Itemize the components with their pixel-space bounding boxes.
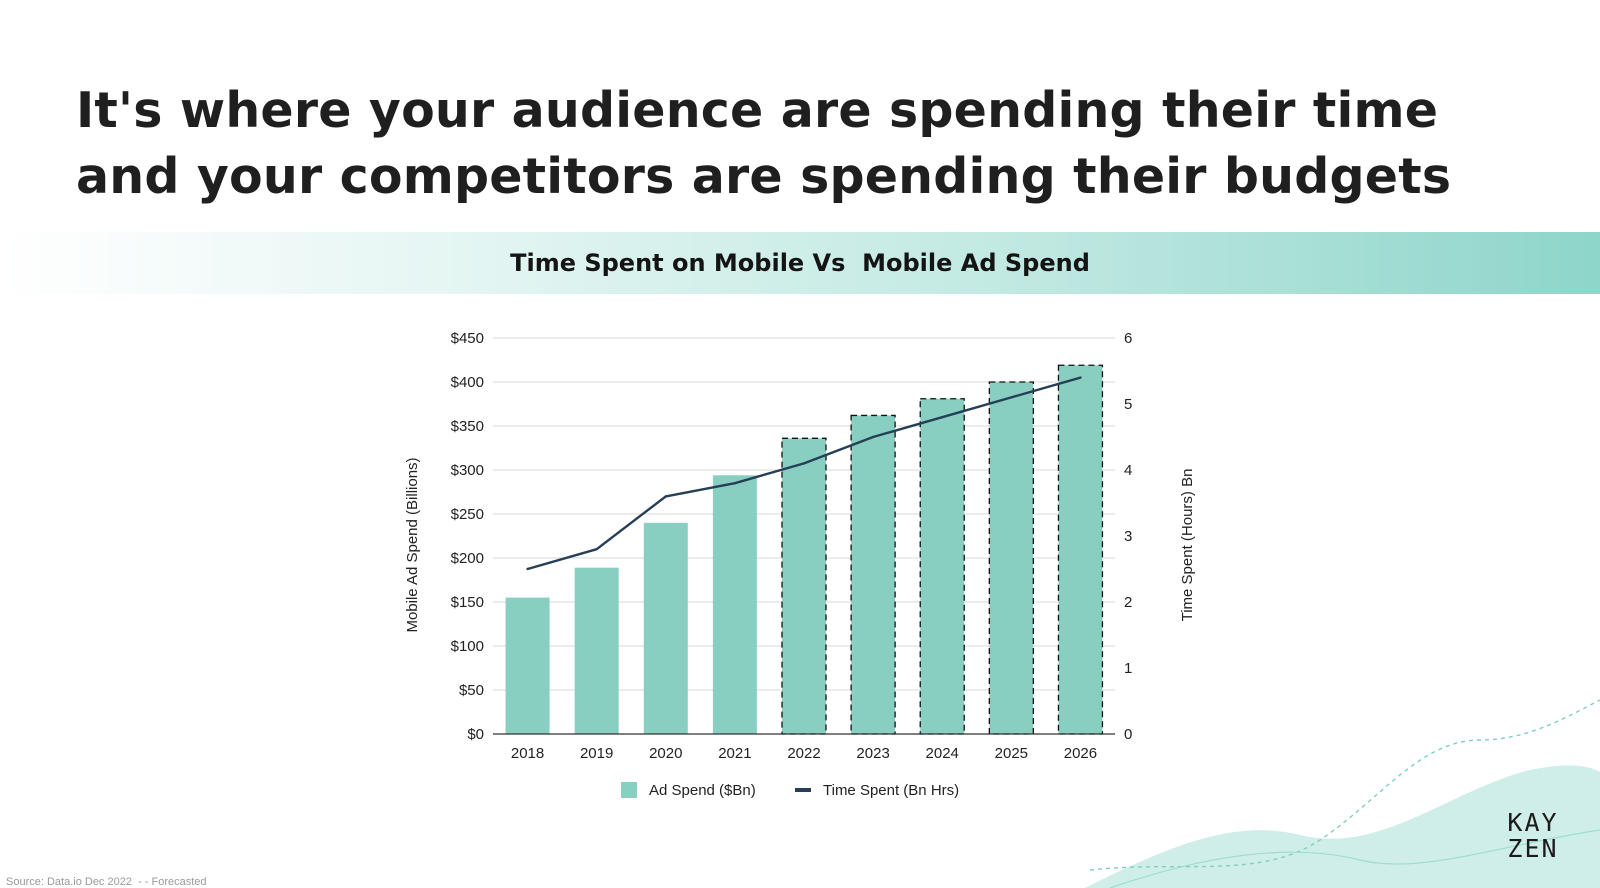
time-spent-point: [802, 462, 806, 465]
y2-tick-label: 6: [1124, 330, 1132, 347]
bar: [712, 475, 757, 734]
chart-title: Time Spent on Mobile Vs Mobile Ad Spend: [510, 249, 1090, 277]
time-spent-point: [664, 495, 667, 498]
time-spent-point: [1010, 396, 1013, 399]
y-tick-label: $250: [451, 506, 484, 523]
legend-swatch-ad-spend: [621, 782, 637, 798]
bar-forecast: [850, 414, 896, 735]
tick-labels: $0 $50 $100 $150 $200 $250 $300 $350 $400 $450 0 1 2…: [451, 330, 1133, 762]
y2-tick-label: 1: [1124, 660, 1132, 677]
logo-line-2: ZEN: [1507, 834, 1559, 863]
legend-swatch-time-spent: [795, 788, 811, 792]
bar-forecast: [781, 437, 827, 735]
y-tick-label: $0: [467, 726, 484, 743]
x-tick-label: 2021: [718, 745, 751, 762]
source-note: Source: Data.io Dec 2022 - - Forecasted: [6, 876, 207, 888]
y-tick-label: $100: [451, 638, 484, 655]
y-tick-label: $300: [451, 462, 484, 479]
y-tick-label: $150: [451, 594, 484, 611]
x-tick-label: 2018: [511, 745, 544, 762]
headline-line-1: It's where your audience are spending th…: [76, 82, 1439, 139]
y2-tick-label: 3: [1124, 528, 1132, 545]
y-tick-label: $50: [459, 682, 484, 699]
y2-tick-label: 2: [1124, 594, 1132, 611]
x-tick-label: 2024: [926, 745, 959, 762]
time-spent-point: [941, 416, 944, 419]
headline-line-2: and your competitors are spending their …: [76, 148, 1452, 205]
bar-forecast: [1057, 364, 1104, 735]
bar: [505, 597, 550, 734]
time-spent-point: [733, 482, 737, 485]
y-tick-label: $350: [451, 418, 484, 435]
time-spent-point: [1079, 376, 1082, 379]
time-spent-line-group: [526, 376, 1082, 571]
x-tick-label: 2023: [856, 745, 889, 762]
chart-title-banner: Time Spent on Mobile Vs Mobile Ad Spend: [0, 232, 1600, 294]
x-tick-label: 2020: [649, 745, 682, 762]
time-spent-point: [871, 435, 875, 439]
time-spent-point: [526, 567, 529, 571]
legend-label-ad-spend: Ad Spend ($Bn): [649, 782, 756, 799]
y-tick-label: $200: [451, 550, 484, 567]
y2-axis-label: Time Spent (Hours) Bn: [1179, 469, 1196, 622]
kayzen-logo: KAY ZEN: [1503, 810, 1563, 862]
y-tick-label: $450: [451, 330, 484, 347]
x-tick-label: 2026: [1064, 745, 1097, 762]
logo-line-1: KAY: [1507, 808, 1559, 837]
bar-forecast: [988, 381, 1034, 735]
legend: Ad Spend ($Bn) Time Spent (Bn Hrs): [621, 782, 959, 799]
bar: [643, 522, 688, 734]
legend-label-time-spent: Time Spent (Bn Hrs): [823, 782, 959, 799]
y2-tick-label: 0: [1124, 726, 1132, 743]
bar: [574, 567, 619, 734]
bar-forecast: [919, 398, 965, 735]
y-tick-label: $400: [451, 374, 484, 391]
y2-tick-label: 5: [1124, 396, 1132, 413]
y2-tick-label: 4: [1124, 462, 1132, 479]
headline: It's where your audience are spending th…: [76, 78, 1451, 210]
x-tick-label: 2019: [580, 745, 613, 762]
time-spent-point: [595, 548, 598, 551]
bars: [505, 364, 1104, 735]
x-tick-label: 2025: [995, 745, 1028, 762]
y-axis-label: Mobile Ad Spend (Billions): [404, 457, 421, 632]
x-tick-label: 2022: [787, 745, 820, 762]
